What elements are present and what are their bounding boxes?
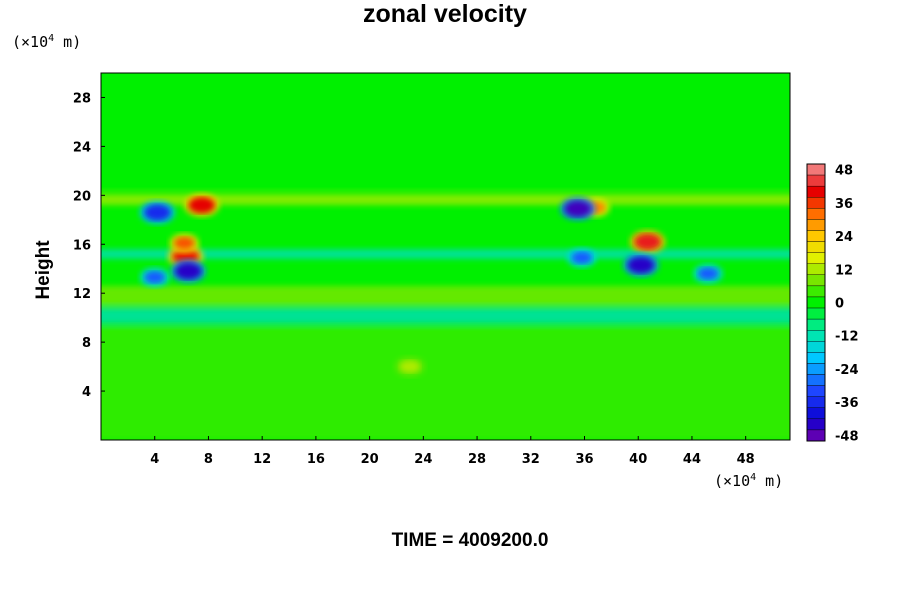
x-tick-label-36: 36 [575, 452, 593, 467]
colorbar-segment [806, 263, 826, 276]
x-tick-label-48: 48 [737, 452, 755, 467]
colorbar-segment [806, 374, 826, 386]
feature-12 [399, 360, 420, 373]
colorbar-segment [806, 363, 826, 375]
colorbar-segment [806, 174, 826, 187]
x-tick-label-32: 32 [522, 452, 540, 467]
colorbar-segment [806, 219, 826, 231]
colorbar-label-24: 24 [835, 230, 853, 245]
x-tick-label-4: 4 [150, 452, 159, 467]
colorbar-segment [806, 341, 826, 353]
time-label: TIME = 4009200.0 [391, 530, 549, 551]
x-tick-label-28: 28 [468, 452, 486, 467]
colorbar-segment [806, 330, 826, 342]
band-2 [101, 285, 790, 306]
heatmap-plot-area [101, 73, 790, 440]
x-tick-label-16: 16 [307, 452, 325, 467]
y-axis: 4 8 12 16 20 24 28 [73, 91, 105, 400]
feature-6 [175, 263, 202, 280]
colorbar-segment [806, 429, 826, 442]
feature-5 [144, 204, 171, 221]
x-tick-label-44: 44 [683, 452, 701, 467]
colorbar-segment [806, 252, 826, 264]
chart-title: zonal velocity [363, 0, 527, 28]
y-tick-label-16: 16 [73, 238, 91, 253]
x-tick-label-12: 12 [253, 452, 271, 467]
colorbar-label-36: 36 [835, 197, 853, 212]
colorbar-segment [806, 307, 826, 320]
colorbar-segment [806, 418, 826, 431]
colorbar-segment [806, 241, 826, 253]
colorbar-label--48: -48 [835, 429, 859, 444]
colorbar-segment [806, 385, 826, 397]
colorbar-label-0: 0 [835, 297, 844, 312]
feature-9 [627, 257, 654, 274]
y-tick-label-20: 20 [73, 189, 91, 204]
feature-10 [571, 251, 592, 264]
colorbar-frame [806, 163, 826, 442]
colorbar-label--36: -36 [835, 396, 859, 411]
y-tick-label-28: 28 [73, 91, 91, 106]
colorbar-segment [806, 185, 826, 198]
colorbar-segment [806, 274, 826, 287]
y-tick-label-8: 8 [82, 336, 91, 351]
colorbar-segment [806, 396, 826, 408]
band-0 [101, 73, 790, 190]
colorbar-label--24: -24 [835, 363, 859, 378]
colorbar: 48 36 24 12 0 -12 -24 -36 -48 [806, 163, 859, 444]
x-tick-label-20: 20 [361, 452, 379, 467]
colorbar-segment [806, 197, 826, 209]
x-tick-label-24: 24 [414, 452, 432, 467]
y-tick-label-24: 24 [73, 140, 91, 155]
colorbar-segment [806, 208, 826, 220]
band-5 [101, 326, 790, 440]
band-3 [101, 307, 790, 324]
colorbar-segment [806, 163, 826, 176]
colorbar-segment [806, 318, 826, 331]
band-4 [101, 249, 790, 259]
x-tick-label-8: 8 [204, 452, 213, 467]
colorbar-label-48: 48 [835, 164, 853, 179]
y-unit-label: (×104 m) [12, 33, 82, 51]
feature-11 [698, 267, 719, 280]
x-axis: 4 8 12 16 20 24 28 32 36 40 44 48 [150, 436, 755, 467]
colorbar-segment [806, 407, 826, 420]
feature-7 [144, 271, 165, 284]
band-1 [101, 194, 790, 206]
x-unit-label: (×104 m) [714, 472, 784, 490]
feature-8 [564, 200, 591, 217]
feature-3 [634, 233, 661, 250]
plot-frame [100, 72, 791, 441]
colorbar-segment [806, 296, 826, 309]
y-tick-label-12: 12 [73, 287, 91, 302]
y-tick-label-4: 4 [82, 385, 91, 400]
colorbar-segment [806, 352, 826, 364]
colorbar-label--12: -12 [835, 330, 859, 345]
x-tick-label-40: 40 [629, 452, 647, 467]
colorbar-segment [806, 230, 826, 242]
feature-2 [174, 237, 195, 250]
colorbar-segment [806, 285, 826, 298]
colorbar-label-12: 12 [835, 263, 853, 278]
feature-0 [188, 197, 215, 214]
